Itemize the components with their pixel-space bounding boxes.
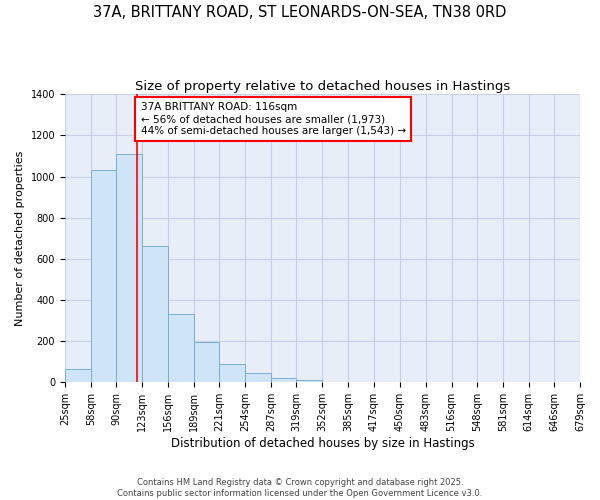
X-axis label: Distribution of detached houses by size in Hastings: Distribution of detached houses by size … [170, 437, 475, 450]
Bar [296, 380, 322, 382]
Y-axis label: Number of detached properties: Number of detached properties [15, 150, 25, 326]
Bar [65, 369, 91, 382]
Bar [219, 364, 245, 382]
Bar [142, 246, 168, 382]
Text: 37A BRITTANY ROAD: 116sqm
← 56% of detached houses are smaller (1,973)
44% of se: 37A BRITTANY ROAD: 116sqm ← 56% of detac… [140, 102, 406, 136]
Bar [91, 170, 116, 382]
Bar [194, 342, 219, 382]
Title: Size of property relative to detached houses in Hastings: Size of property relative to detached ho… [135, 80, 510, 93]
Bar [245, 372, 271, 382]
Text: 37A, BRITTANY ROAD, ST LEONARDS-ON-SEA, TN38 0RD: 37A, BRITTANY ROAD, ST LEONARDS-ON-SEA, … [94, 5, 506, 20]
Bar [116, 154, 142, 382]
Bar [271, 378, 296, 382]
Bar [168, 314, 194, 382]
Text: Contains HM Land Registry data © Crown copyright and database right 2025.
Contai: Contains HM Land Registry data © Crown c… [118, 478, 482, 498]
